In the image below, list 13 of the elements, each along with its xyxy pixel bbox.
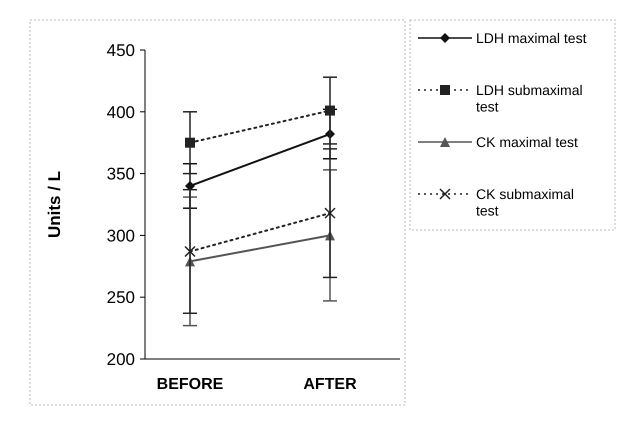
y-tick-label: 350 [106, 164, 135, 184]
y-axis-title: Units / L [45, 170, 64, 238]
x-tick-label: BEFORE [156, 376, 224, 393]
y-tick-label: 200 [106, 350, 135, 369]
y-tick-label: 400 [106, 102, 135, 122]
y-tick-label: 250 [106, 288, 135, 308]
y-tick-label: 300 [106, 226, 135, 246]
legend-label: LDH submaximal test [476, 82, 583, 115]
y-tick-label: 450 [106, 40, 135, 60]
legend-label: CK maximal test [476, 134, 578, 150]
legend-label: CK submaximal test [476, 186, 574, 219]
x-tick-label: AFTER [303, 376, 358, 393]
legend-label: LDH maximal test [476, 30, 587, 46]
